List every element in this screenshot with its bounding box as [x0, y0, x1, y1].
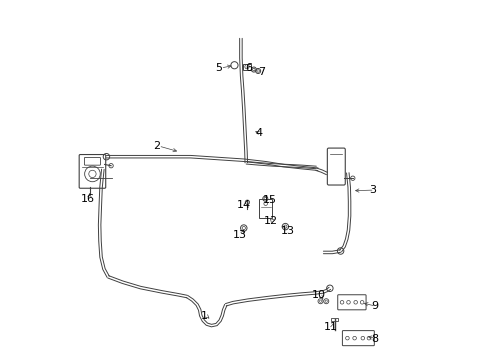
- Text: 9: 9: [370, 301, 377, 311]
- Text: 11: 11: [323, 322, 337, 332]
- Text: 3: 3: [368, 185, 376, 195]
- Text: 6: 6: [245, 63, 252, 73]
- Text: 8: 8: [370, 333, 377, 343]
- Text: 1: 1: [201, 311, 207, 320]
- Text: 14: 14: [236, 200, 250, 210]
- Text: 7: 7: [258, 67, 264, 77]
- Text: 15: 15: [262, 195, 276, 205]
- Text: 2: 2: [153, 141, 160, 151]
- Text: 5: 5: [215, 63, 222, 73]
- Bar: [243, 64, 250, 69]
- Text: 4: 4: [255, 129, 262, 138]
- Bar: [330, 318, 338, 321]
- Text: 13: 13: [233, 230, 247, 239]
- Text: 12: 12: [264, 216, 278, 226]
- Text: 16: 16: [80, 194, 94, 204]
- Text: 10: 10: [311, 291, 325, 301]
- Text: 13: 13: [280, 226, 294, 236]
- Bar: [258, 199, 272, 218]
